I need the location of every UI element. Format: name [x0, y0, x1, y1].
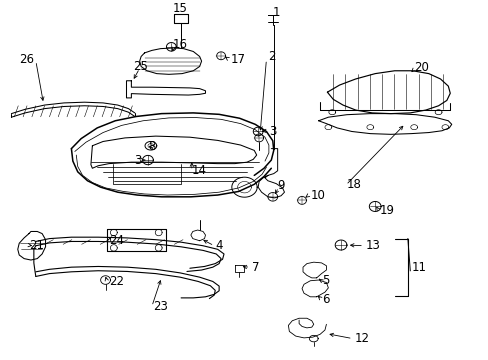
Text: 21: 21 — [29, 239, 44, 252]
Text: 2: 2 — [267, 50, 275, 63]
Text: 26: 26 — [19, 53, 34, 66]
Text: 14: 14 — [191, 164, 206, 177]
Text: 5: 5 — [322, 274, 329, 287]
Text: 3: 3 — [134, 154, 141, 167]
Text: 18: 18 — [346, 178, 361, 191]
Text: 24: 24 — [109, 234, 123, 247]
Text: 23: 23 — [153, 300, 167, 313]
Text: 17: 17 — [230, 53, 245, 66]
Text: 4: 4 — [215, 239, 223, 252]
Text: 13: 13 — [365, 239, 380, 252]
Text: 12: 12 — [353, 332, 368, 345]
Text: 22: 22 — [109, 275, 123, 288]
Text: 25: 25 — [133, 60, 148, 73]
Text: 20: 20 — [413, 61, 428, 74]
Text: 15: 15 — [172, 2, 187, 15]
Text: 6: 6 — [322, 293, 329, 306]
Text: 19: 19 — [379, 203, 394, 216]
Text: 10: 10 — [310, 189, 325, 202]
Text: 8: 8 — [148, 140, 156, 153]
Text: 11: 11 — [410, 261, 426, 274]
Text: 1: 1 — [272, 6, 279, 19]
Text: 3: 3 — [268, 125, 276, 138]
Text: 9: 9 — [277, 179, 285, 192]
Text: 16: 16 — [172, 38, 187, 51]
Text: 7: 7 — [251, 261, 259, 274]
